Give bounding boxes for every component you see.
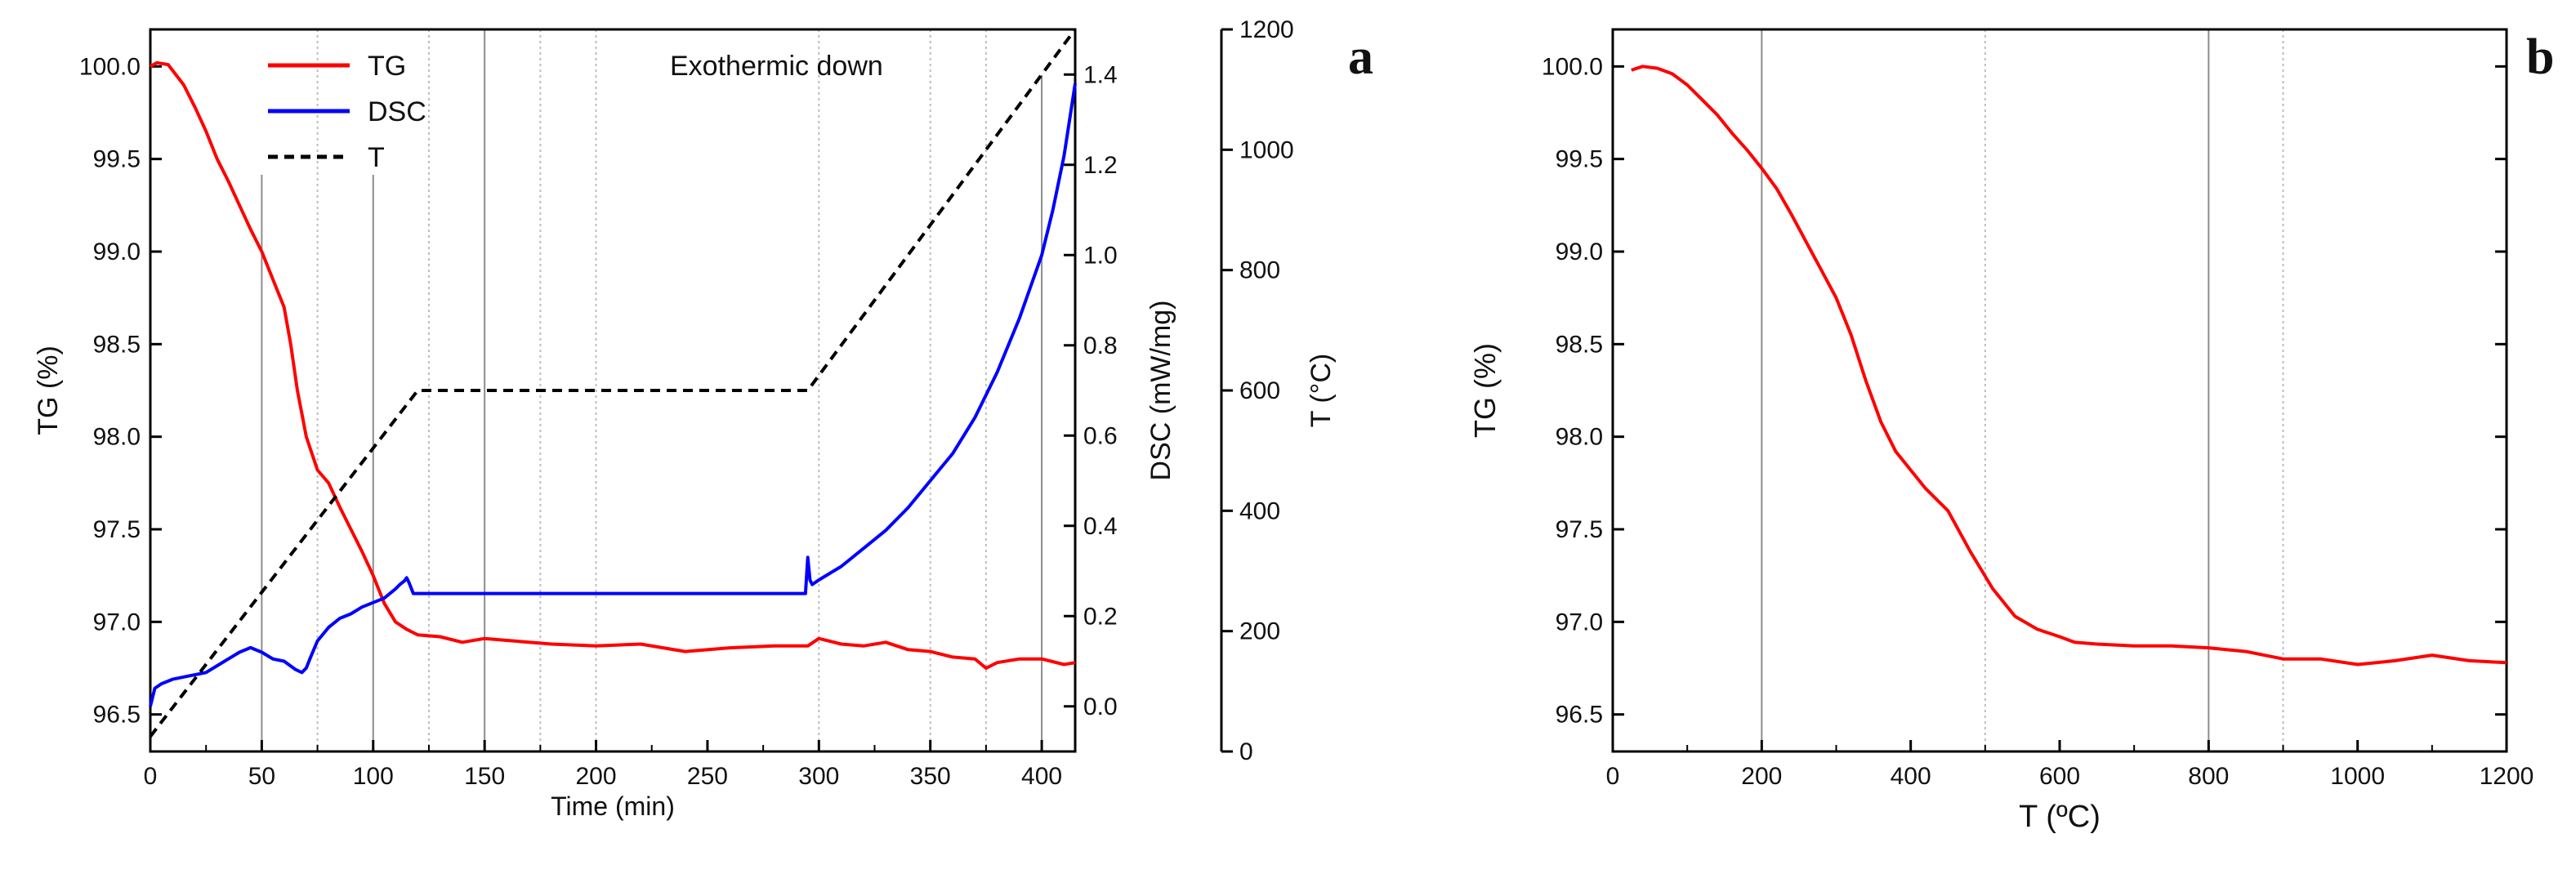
x-tick-label: 50 — [248, 763, 275, 790]
x-tick-label: 800 — [2188, 763, 2229, 790]
x-tick-label: 1200 — [2480, 763, 2534, 790]
tg-tick-label: 100.0 — [79, 53, 141, 80]
x-tick-label: 400 — [1021, 763, 1062, 790]
t-tick-label: 1000 — [1239, 136, 1294, 163]
tg-tick-label: 97.0 — [93, 609, 141, 635]
dsc-tick-label: 1.0 — [1083, 242, 1118, 269]
x-tick-label: 200 — [576, 763, 617, 790]
x-tick-label: 400 — [1891, 763, 1931, 790]
series-line-tg — [1631, 65, 2507, 667]
x-axis-label: T (ºC) — [2019, 800, 2101, 834]
tg-axis-label: TG (%) — [33, 346, 64, 435]
panel-a-chart: 0 50 100 150 200 250 300 350 400 Time (min) 96.5 97… — [33, 16, 1373, 821]
y-tick-label: 97.5 — [1556, 516, 1603, 543]
x-tick-label: 100 — [353, 763, 394, 790]
t-tick-label: 600 — [1239, 377, 1280, 404]
tg-tick-label: 96.5 — [93, 702, 141, 729]
panel-label-b: b — [2526, 29, 2554, 85]
y-tick-label: 98.0 — [1556, 424, 1603, 451]
plot-frame — [149, 28, 1077, 753]
x-tick-label: 1000 — [2330, 763, 2385, 790]
series-line-tg — [150, 60, 1076, 670]
x-axis-label: Time (min) — [551, 792, 675, 821]
t-axis-label: T (°C) — [1306, 354, 1337, 427]
dsc-tick-label: 0.4 — [1083, 513, 1118, 540]
tg-tick-label: 99.0 — [93, 239, 141, 265]
x-tick-label: 0 — [1606, 763, 1620, 790]
tg-tick-label: 98.5 — [93, 331, 141, 358]
dsc-tick-label: 0.2 — [1083, 603, 1118, 630]
x-tick-label: 300 — [798, 763, 839, 790]
t-tick-label: 200 — [1239, 618, 1280, 645]
dsc-tick-label: 0.8 — [1083, 332, 1118, 359]
x-tick-label: 200 — [1741, 763, 1782, 790]
t-tick-label: 1200 — [1239, 16, 1294, 43]
y-tick-label: 97.0 — [1556, 609, 1603, 635]
x-tick-label: 0 — [144, 763, 158, 790]
legend-label-tg: TG — [368, 51, 406, 82]
dsc-tick-label: 1.4 — [1083, 61, 1118, 88]
panel-label-a: a — [1348, 29, 1373, 85]
t-tick-label: 800 — [1239, 257, 1280, 284]
dsc-tick-label: 0.0 — [1083, 693, 1118, 720]
plot-frame — [1611, 28, 2508, 753]
t-tick-label: 0 — [1239, 738, 1253, 765]
y-tick-label: 99.5 — [1556, 146, 1603, 173]
y-tick-label: 98.5 — [1556, 331, 1603, 358]
y-tick-label: 100.0 — [1542, 53, 1603, 80]
dsc-tick-label: 1.2 — [1083, 152, 1118, 179]
series-line-t — [149, 28, 1077, 738]
x-tick-label: 250 — [687, 763, 728, 790]
tg-tick-label: 99.5 — [93, 146, 141, 173]
y-tick-label: 96.5 — [1556, 702, 1603, 729]
panel-b-chart: 0 200 400 600 800 1000 1200 T (ºC) 96.5 97.0 97.5 9… — [1468, 28, 2554, 834]
legend-label-dsc: DSC — [368, 96, 426, 127]
annotation-exothermic: Exothermic down — [670, 51, 883, 82]
x-tick-label: 600 — [2039, 763, 2080, 790]
t-tick-label: 400 — [1239, 497, 1280, 524]
series-line-dsc — [149, 82, 1077, 707]
x-tick-label: 150 — [464, 763, 505, 790]
dsc-axis-label: DSC (mW/mg) — [1145, 301, 1176, 481]
legend-label-t: T — [368, 142, 385, 173]
y-tick-label: 99.0 — [1556, 239, 1603, 265]
dsc-tick-label: 0.6 — [1083, 422, 1118, 449]
tg-tick-label: 97.5 — [93, 516, 141, 543]
y-axis-label: TG (%) — [1468, 343, 1502, 438]
tg-tick-label: 98.0 — [93, 424, 141, 451]
x-tick-label: 350 — [910, 763, 951, 790]
